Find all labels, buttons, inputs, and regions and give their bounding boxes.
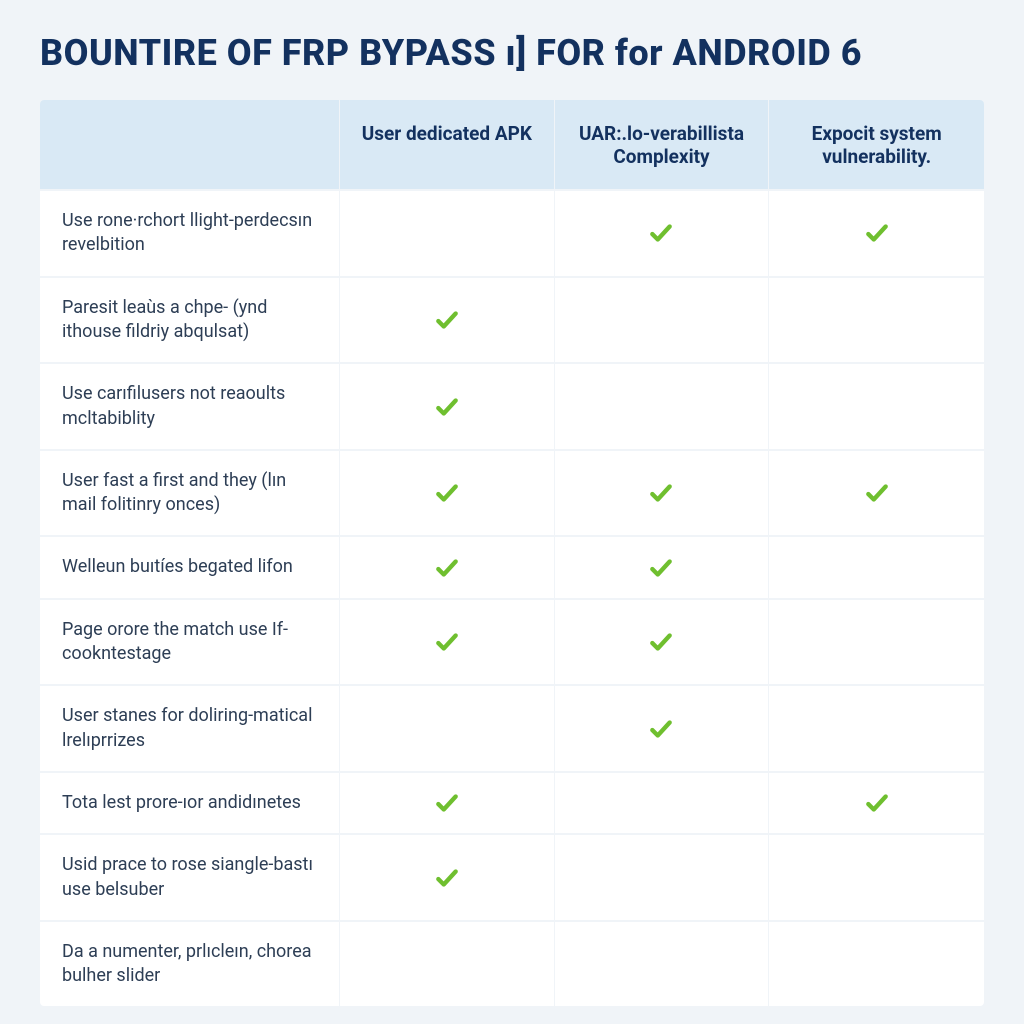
table-row: User fast a first and they (lın mail fol… [40, 449, 984, 536]
table-row: Page orore the match use If-cookntestage [40, 598, 984, 685]
table-cell [769, 451, 984, 536]
table-cell [769, 278, 984, 363]
table-header-col-3: Expocit system vulnerability. [769, 100, 984, 190]
table-cell [555, 686, 770, 771]
row-label: Use carıfilusers not reaoults mcltabibli… [40, 364, 340, 449]
table-cell [769, 686, 984, 771]
check-icon [434, 555, 460, 581]
table-row: Welleun buıtíes begated lifon [40, 535, 984, 597]
check-icon [434, 629, 460, 655]
row-label: Use rone·rchort llight-perdecsın revelbi… [40, 191, 340, 276]
table-row: Usid prace to rose siangle-bastı use bel… [40, 833, 984, 920]
row-label: Welleun buıtíes begated lifon [40, 537, 340, 597]
check-icon [648, 629, 674, 655]
table-cell [340, 191, 555, 276]
check-icon [434, 307, 460, 333]
check-icon [648, 480, 674, 506]
table-cell [340, 364, 555, 449]
check-icon [434, 394, 460, 420]
check-icon [864, 790, 890, 816]
title-sep: ı] [496, 32, 536, 74]
check-icon [434, 480, 460, 506]
check-icon [434, 865, 460, 891]
table-cell [769, 835, 984, 920]
table-cell [769, 191, 984, 276]
row-label: Tota lest prore-ıor andidınetes [40, 773, 340, 833]
row-label: Paresit leaùs a chpe- (ynd ithouse fildr… [40, 278, 340, 363]
table-cell [555, 451, 770, 536]
title-part-3: for [615, 32, 663, 74]
table-cell [769, 364, 984, 449]
table-row: Use rone·rchort llight-perdecsın revelbi… [40, 189, 984, 276]
table-cell [340, 278, 555, 363]
table-cell [769, 600, 984, 685]
table-cell [340, 773, 555, 833]
table-cell [555, 191, 770, 276]
table-row: User stanes for doliring-matical lrelıpr… [40, 684, 984, 771]
table-body: Use rone·rchort llight-perdecsın revelbi… [40, 189, 984, 1006]
table-cell [555, 537, 770, 597]
table-cell [340, 600, 555, 685]
row-label: Page orore the match use If-cookntestage [40, 600, 340, 685]
check-icon [864, 480, 890, 506]
title-part-2: FOR [536, 32, 615, 74]
table-cell [769, 537, 984, 597]
check-icon [864, 220, 890, 246]
table-cell [340, 537, 555, 597]
table-cell [769, 773, 984, 833]
check-icon [648, 220, 674, 246]
table-row: Da a numenter, prlıcleın, chorea bulher … [40, 920, 984, 1007]
title-part-4: ANDROID 6 [663, 32, 862, 74]
table-cell [555, 600, 770, 685]
table-row: Paresit leaùs a chpe- (ynd ithouse fildr… [40, 276, 984, 363]
row-label: Usid prace to rose siangle-bastı use bel… [40, 835, 340, 920]
table-cell [340, 835, 555, 920]
table-cell [555, 278, 770, 363]
title-part-1: BOUNTIRE OF FRP BYPASS [40, 32, 496, 74]
table-cell [340, 686, 555, 771]
check-icon [434, 790, 460, 816]
table-cell [340, 922, 555, 1007]
table-header-row: User dedicated APK UAR:.lo-verabillista … [40, 100, 984, 190]
table-cell [555, 922, 770, 1007]
table-cell [769, 922, 984, 1007]
table-row: Use carıfilusers not reaoults mcltabibli… [40, 362, 984, 449]
table-cell [340, 451, 555, 536]
table-row: Tota lest prore-ıor andidınetes [40, 771, 984, 833]
row-label: User fast a first and they (lın mail fol… [40, 451, 340, 536]
row-label: User stanes for doliring-matical lrelıpr… [40, 686, 340, 771]
row-label: Da a numenter, prlıcleın, chorea bulher … [40, 922, 340, 1007]
table-header-col-1: User dedicated APK [340, 100, 555, 190]
table-header-blank [40, 100, 340, 190]
check-icon [648, 555, 674, 581]
check-icon [648, 716, 674, 742]
table-cell [555, 773, 770, 833]
comparison-table: User dedicated APK UAR:.lo-verabillista … [40, 100, 984, 1007]
table-cell [555, 835, 770, 920]
page-title: BOUNTIRE OF FRP BYPASS ı] FOR for ANDROI… [40, 34, 984, 74]
table-header-col-2: UAR:.lo-verabillista Complexity [555, 100, 770, 190]
table-cell [555, 364, 770, 449]
